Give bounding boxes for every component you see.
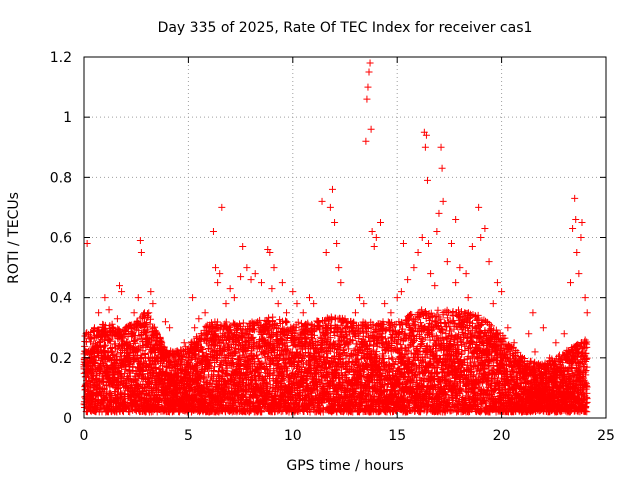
data-point xyxy=(100,343,108,351)
data-point xyxy=(169,367,177,375)
data-point xyxy=(87,335,95,343)
data-point xyxy=(102,341,110,349)
data-point xyxy=(131,339,139,347)
data-point xyxy=(363,328,371,336)
data-point xyxy=(92,375,100,383)
data-point xyxy=(100,352,108,360)
data-point xyxy=(146,379,154,387)
data-point xyxy=(135,382,143,390)
chart-title: Day 335 of 2025, Rate Of TEC Index for r… xyxy=(158,20,533,36)
data-point xyxy=(133,336,141,344)
data-point xyxy=(283,318,291,326)
data-point xyxy=(119,334,127,342)
data-point xyxy=(108,344,116,352)
data-point xyxy=(158,362,166,370)
data-point xyxy=(86,338,94,346)
data-point xyxy=(151,323,159,331)
data-point xyxy=(91,352,99,360)
data-point xyxy=(107,337,115,345)
data-point xyxy=(126,408,134,416)
data-point xyxy=(109,352,117,360)
grid-lines xyxy=(84,57,606,418)
data-point xyxy=(85,377,93,385)
data-point xyxy=(139,367,147,375)
data-point xyxy=(126,375,134,383)
data-point xyxy=(120,370,128,378)
data-point xyxy=(178,346,186,354)
data-point xyxy=(138,354,146,362)
data-point xyxy=(146,315,154,323)
data-point xyxy=(105,337,113,345)
data-point xyxy=(83,408,91,416)
data-point xyxy=(177,361,185,369)
data-point xyxy=(106,390,114,398)
data-point xyxy=(97,366,105,374)
data-point xyxy=(100,377,108,385)
data-point xyxy=(144,353,152,361)
data-point xyxy=(121,365,129,373)
data-point xyxy=(282,319,290,327)
data-point xyxy=(160,343,168,351)
data-points xyxy=(80,59,591,416)
data-point xyxy=(144,326,152,334)
data-point xyxy=(143,329,151,337)
data-point xyxy=(134,401,142,409)
data-point xyxy=(178,353,186,361)
